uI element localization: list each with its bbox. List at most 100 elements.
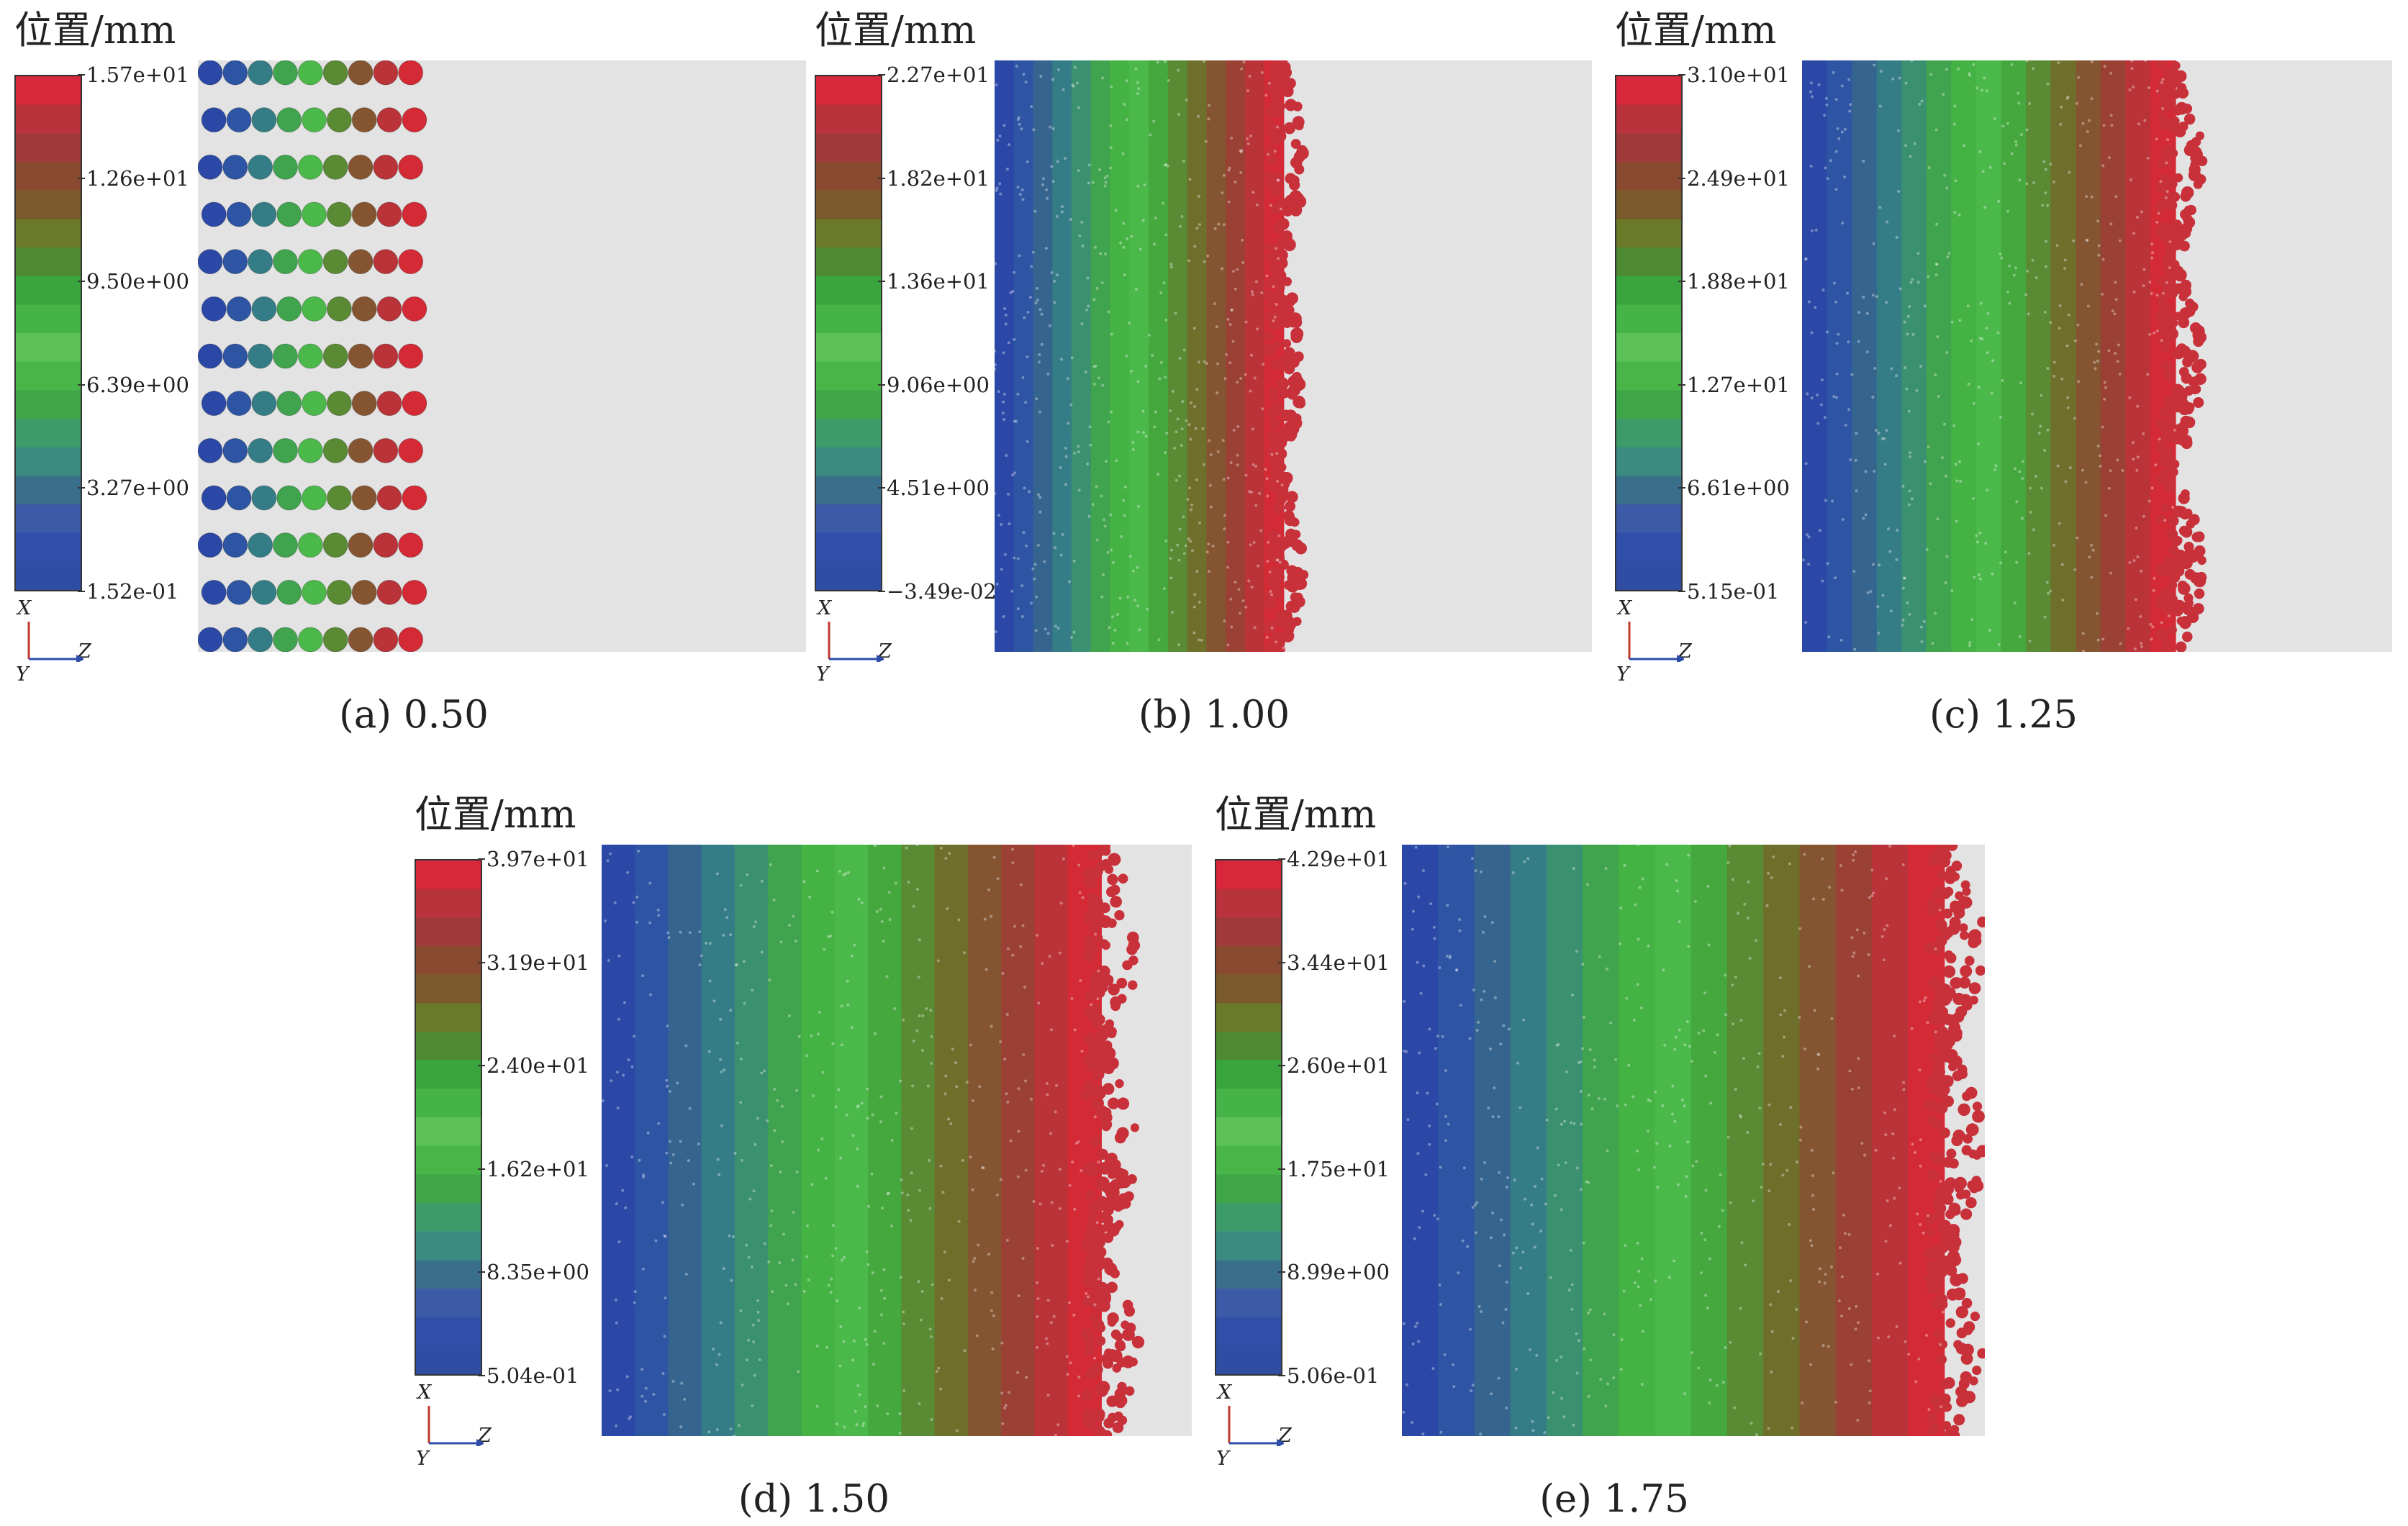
particle-highlight	[2008, 301, 2011, 305]
particle-highlight	[1502, 1024, 1506, 1027]
particle-highlight	[860, 1102, 864, 1105]
particle-highlight	[851, 1358, 855, 1362]
particle-highlight	[1030, 105, 1033, 109]
particle-highlight	[1821, 857, 1824, 860]
particle-highlight	[1470, 857, 1474, 860]
particle	[251, 391, 277, 417]
particle-highlight	[1834, 576, 1837, 580]
particle-highlight	[1581, 963, 1585, 966]
particle	[2182, 104, 2193, 114]
particle-highlight	[2136, 404, 2140, 408]
particle-highlight	[1171, 389, 1174, 393]
particle-highlight	[957, 1220, 961, 1223]
particle	[276, 579, 302, 605]
particle-highlight	[2028, 102, 2032, 106]
particle	[1942, 1156, 1954, 1168]
particle-highlight	[1085, 1291, 1088, 1295]
particle	[2194, 545, 2206, 557]
particle-highlight	[1575, 1332, 1578, 1335]
particle-highlight	[1144, 364, 1148, 368]
particle-highlight	[1801, 1401, 1804, 1404]
particle-highlight	[1029, 1097, 1033, 1101]
particle-highlight	[1016, 557, 1020, 560]
particle	[1937, 1007, 1948, 1017]
particle-highlight	[1847, 1233, 1851, 1237]
particle-highlight	[1065, 1240, 1069, 1243]
particle-highlight	[805, 1255, 809, 1258]
particle-highlight	[1034, 301, 1038, 304]
particle-highlight	[1075, 81, 1079, 85]
particle	[2176, 432, 2189, 446]
particle	[1942, 965, 1956, 978]
particle-highlight	[825, 1345, 829, 1349]
particle-highlight	[1901, 618, 1905, 622]
particle-highlight	[882, 866, 886, 870]
particle-highlight	[1041, 183, 1045, 186]
particle-highlight	[2157, 212, 2160, 215]
particle-highlight	[999, 1178, 1002, 1181]
particle-highlight	[1656, 1186, 1660, 1189]
particle-highlight	[1883, 437, 1886, 440]
particle-highlight	[1149, 133, 1152, 137]
colorbar-title: 位置/mm	[1615, 9, 1777, 53]
particle-highlight	[1673, 1119, 1677, 1123]
particle-highlight	[1812, 1207, 1816, 1211]
particle-highlight	[2165, 161, 2168, 165]
particle-highlight	[973, 1289, 977, 1292]
particle-highlight	[1195, 478, 1198, 481]
particle-highlight	[898, 1412, 902, 1415]
particle	[248, 437, 273, 463]
particle-highlight	[1857, 340, 1860, 343]
particle-highlight	[1136, 430, 1140, 434]
particle-highlight	[1080, 220, 1084, 224]
particle	[1972, 1102, 1983, 1112]
particle-highlight	[2029, 510, 2032, 514]
particle-highlight	[1021, 924, 1025, 927]
particle-highlight	[2131, 441, 2135, 445]
z-axis-label: Z	[1678, 640, 1692, 663]
particle-highlight	[1909, 155, 1912, 158]
particle	[1936, 1067, 1946, 1077]
particle-highlight	[1097, 1277, 1100, 1281]
particle-highlight	[1470, 1389, 1473, 1393]
particle-highlight	[1848, 1069, 1852, 1073]
particle	[248, 60, 273, 86]
particle-highlight	[715, 1428, 719, 1432]
particle	[2165, 83, 2176, 93]
particle-highlight	[629, 1415, 633, 1419]
particle-highlight	[756, 1310, 760, 1314]
particle	[201, 201, 227, 227]
particle	[1942, 1421, 1952, 1430]
particle-highlight	[1756, 1065, 1760, 1068]
particle-highlight	[1950, 320, 1954, 324]
particle-band	[1402, 845, 1439, 1436]
particle-highlight	[1652, 1166, 1656, 1169]
particle-highlight	[733, 1434, 736, 1436]
particle	[1266, 299, 1277, 309]
particle-highlight	[1002, 417, 1005, 421]
particle-highlight	[1164, 233, 1168, 237]
particle-highlight	[615, 1424, 618, 1427]
particle-highlight	[999, 192, 1002, 196]
colorbar-tick-label: 1.75e+01	[1287, 1156, 1390, 1181]
particle	[1280, 388, 1290, 399]
particle	[1293, 617, 1302, 626]
particle-highlight	[1226, 643, 1230, 647]
particle-highlight	[1448, 956, 1452, 960]
particle-highlight	[1203, 360, 1206, 363]
particle-highlight	[676, 1081, 679, 1085]
particle-highlight	[1993, 117, 1996, 121]
particle-highlight	[684, 1272, 688, 1276]
particle-band	[901, 845, 936, 1436]
particle-highlight	[1549, 1276, 1552, 1279]
particle	[1946, 1148, 1957, 1159]
particle-highlight	[1033, 577, 1036, 581]
particle-highlight	[2015, 500, 2019, 504]
particle-highlight	[753, 1373, 756, 1377]
particle-highlight	[860, 901, 864, 905]
particle	[1108, 853, 1121, 866]
particle-highlight	[1483, 1161, 1487, 1164]
particle-highlight	[1872, 563, 1875, 566]
particle	[1963, 1134, 1973, 1144]
particle-highlight	[1778, 1122, 1782, 1126]
